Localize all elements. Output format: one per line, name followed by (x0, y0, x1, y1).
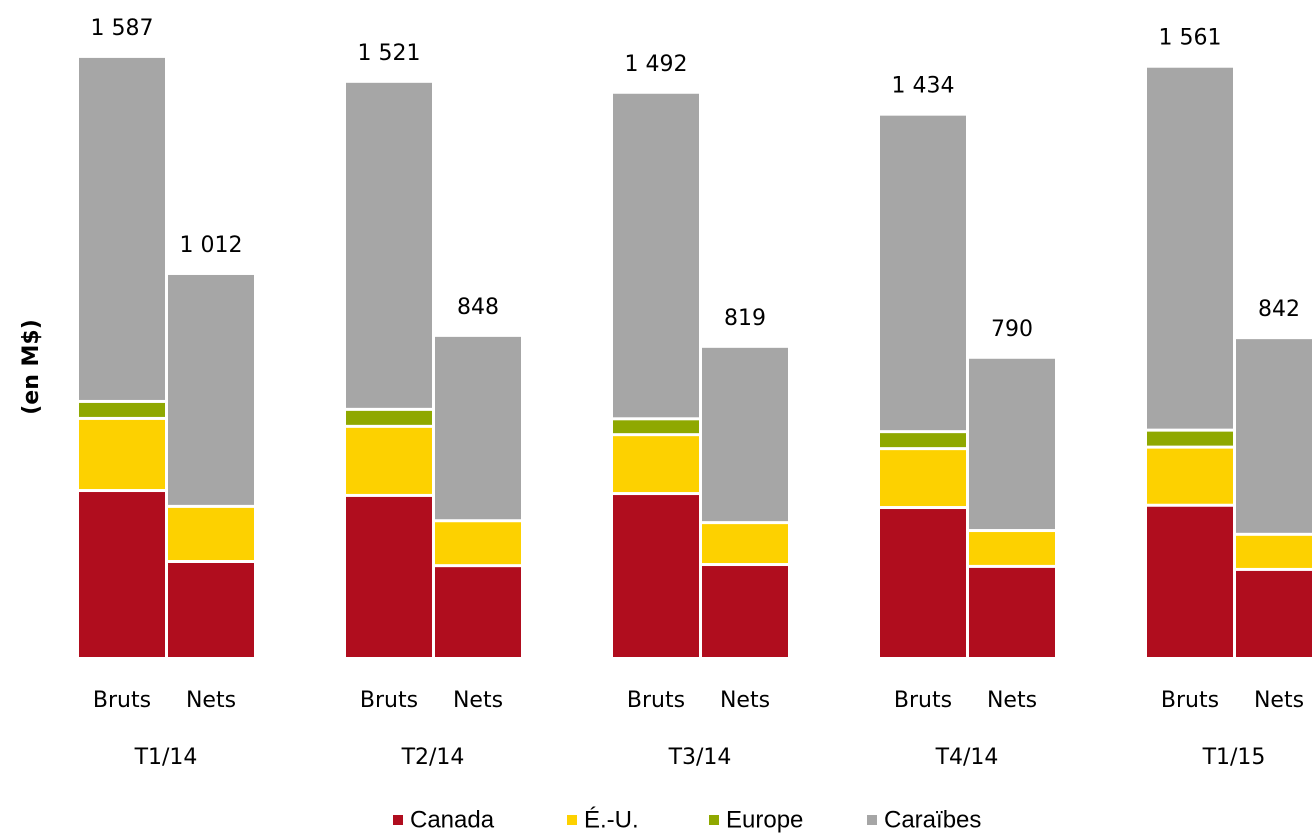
legend-label: É.-U. (584, 806, 639, 833)
x-tick-label: Nets (1254, 688, 1304, 713)
bar-segment (1236, 570, 1312, 657)
legend-label: Canada (410, 806, 495, 833)
bar-segment (880, 433, 966, 448)
bar-segment (346, 82, 432, 408)
bar-segment (613, 420, 699, 434)
x-tick-label: Nets (720, 688, 770, 713)
x-tick-label: Bruts (627, 688, 685, 713)
total-label: 1 492 (625, 52, 688, 77)
total-label: 842 (1258, 297, 1300, 322)
bar-segment (435, 336, 521, 520)
bar-segment (168, 507, 254, 561)
bar-segment (880, 509, 966, 657)
bar-segment (969, 358, 1055, 530)
legend-label: Caraïbes (884, 806, 981, 833)
bar-segment (435, 522, 521, 565)
total-label: 1 012 (180, 233, 243, 258)
bar-segment (613, 436, 699, 493)
bar-segment (880, 450, 966, 507)
x-tick-label: Bruts (1161, 688, 1219, 713)
legend-swatch (393, 815, 403, 825)
legend-label: Europe (726, 806, 803, 833)
y-axis-label: (en M$) (19, 319, 44, 415)
bar-segment (702, 524, 788, 564)
x-tick-label: Bruts (360, 688, 418, 713)
bar-segment (79, 419, 165, 490)
total-label: 1 561 (1159, 26, 1222, 51)
legend-swatch (567, 815, 577, 825)
total-label: 1 587 (91, 16, 154, 41)
bar-segment (168, 274, 254, 505)
total-label: 790 (991, 317, 1033, 342)
bar-segment (702, 566, 788, 657)
bar-segment (1147, 506, 1233, 657)
bar-segment (79, 492, 165, 657)
group-label: T1/15 (1202, 745, 1266, 770)
total-label: 1 434 (892, 74, 955, 99)
bar-segment (168, 563, 254, 657)
x-tick-label: Bruts (894, 688, 952, 713)
bar-segment (435, 567, 521, 657)
group-label: T3/14 (668, 745, 732, 770)
bar-segment (1147, 431, 1233, 446)
bar-segment (613, 93, 699, 418)
bar-segment (346, 410, 432, 425)
legend-swatch (867, 815, 877, 825)
bar-segment (613, 495, 699, 657)
x-tick-label: Nets (186, 688, 236, 713)
total-label: 819 (724, 306, 766, 331)
total-label: 1 521 (358, 41, 421, 66)
bar-segment (702, 347, 788, 522)
bar-segment (969, 532, 1055, 565)
x-tick-label: Nets (987, 688, 1037, 713)
x-tick-label: Nets (453, 688, 503, 713)
legend-swatch (709, 815, 719, 825)
bar-segment (1236, 339, 1312, 533)
bar-segment (969, 567, 1055, 657)
bar-segment (79, 57, 165, 400)
bar-segment (79, 402, 165, 417)
bar-segment (1147, 448, 1233, 504)
bar-segment (880, 115, 966, 431)
bar-segment (346, 427, 432, 494)
bar-segment (346, 496, 432, 657)
bar-segment (1236, 535, 1312, 568)
group-label: T4/14 (935, 745, 999, 770)
group-label: T2/14 (401, 745, 465, 770)
x-tick-label: Bruts (93, 688, 151, 713)
group-label: T1/14 (134, 745, 198, 770)
bar-segment (1147, 67, 1233, 429)
total-label: 848 (457, 295, 499, 320)
